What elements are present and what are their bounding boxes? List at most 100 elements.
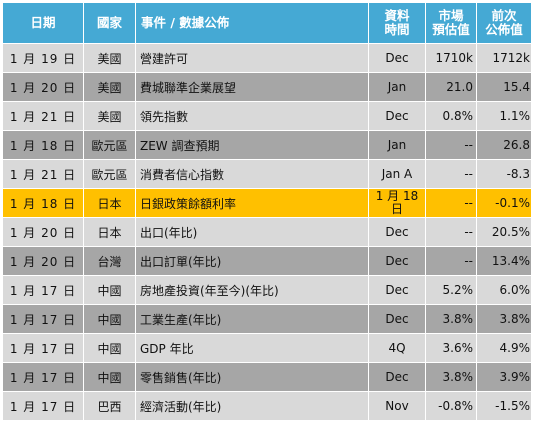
- cell-period: 1 月 18 日: [368, 188, 426, 218]
- cell-period: Dec: [368, 275, 426, 305]
- table-row: 1 月 20 日 日本 出口(年比) Dec -- 20.5%: [2, 217, 532, 247]
- cell-previous: 20.5%: [476, 217, 532, 247]
- cell-country: 美國: [83, 101, 136, 131]
- cell-date: 1 月 20 日: [2, 72, 84, 102]
- cell-previous: 3.9%: [476, 362, 532, 392]
- cell-previous: 1.1%: [476, 101, 532, 131]
- header-previous-line2: 公佈值: [485, 22, 523, 37]
- table-row: 1 月 18 日 歐元區 ZEW 調查預期 Jan -- 26.8: [2, 130, 532, 160]
- cell-country: 日本: [83, 188, 136, 218]
- cell-country: 日本: [83, 217, 136, 247]
- cell-event: GDP 年比: [135, 333, 369, 363]
- economic-calendar-table: 日期 國家 事件 / 數據公佈 資料 時間 市場 預估值 前次 公佈值 1: [2, 2, 532, 421]
- cell-date: 1 月 18 日: [2, 188, 84, 218]
- cell-previous: 15.4: [476, 72, 532, 102]
- header-country: 國家: [83, 2, 136, 44]
- cell-period: Jan: [368, 72, 426, 102]
- cell-previous: 3.8%: [476, 304, 532, 334]
- cell-date: 1 月 17 日: [2, 362, 84, 392]
- cell-estimate: 5.2%: [425, 275, 477, 305]
- header-event: 事件 / 數據公佈: [135, 2, 369, 44]
- cell-country: 歐元區: [83, 159, 136, 189]
- cell-date: 1 月 19 日: [2, 43, 84, 73]
- cell-event: 費城聯準企業展望: [135, 72, 369, 102]
- cell-period: Nov: [368, 391, 426, 421]
- header-period-line1: 資料: [384, 8, 410, 23]
- cell-date: 1 月 20 日: [2, 217, 84, 247]
- table-row: 1 月 20 日 美國 費城聯準企業展望 Jan 21.0 15.4: [2, 72, 532, 102]
- cell-estimate: --: [425, 246, 477, 276]
- cell-event: 經濟活動(年比): [135, 391, 369, 421]
- cell-country: 美國: [83, 43, 136, 73]
- table-row-highlighted: 1 月 18 日 日本 日銀政策餘額利率 1 月 18 日 -- -0.1%: [2, 188, 532, 218]
- table-row: 1 月 21 日 歐元區 消費者信心指數 Jan A -- -8.3: [2, 159, 532, 189]
- cell-previous: 1712k: [476, 43, 532, 73]
- cell-date: 1 月 17 日: [2, 275, 84, 305]
- header-previous: 前次 公佈值: [476, 2, 532, 44]
- cell-previous: -8.3: [476, 159, 532, 189]
- cell-country: 中國: [83, 275, 136, 305]
- cell-period: Dec: [368, 217, 426, 247]
- header-period: 資料 時間: [368, 2, 426, 44]
- cell-estimate: 21.0: [425, 72, 477, 102]
- cell-date: 1 月 17 日: [2, 333, 84, 363]
- cell-event: 營建許可: [135, 43, 369, 73]
- table-header-row: 日期 國家 事件 / 數據公佈 資料 時間 市場 預估值 前次 公佈值: [2, 2, 532, 44]
- cell-previous: 26.8: [476, 130, 532, 160]
- header-estimate-line2: 預估值: [432, 22, 470, 37]
- cell-period: Dec: [368, 304, 426, 334]
- cell-country: 美國: [83, 72, 136, 102]
- table-row: 1 月 17 日 中國 房地產投資(年至今)(年比) Dec 5.2% 6.0%: [2, 275, 532, 305]
- cell-date: 1 月 17 日: [2, 304, 84, 334]
- table-row: 1 月 17 日 中國 工業生產(年比) Dec 3.8% 3.8%: [2, 304, 532, 334]
- cell-event: 零售銷售(年比): [135, 362, 369, 392]
- header-previous-line1: 前次: [491, 8, 517, 23]
- cell-event: 日銀政策餘額利率: [135, 188, 369, 218]
- header-estimate: 市場 預估值: [425, 2, 477, 44]
- cell-event: 出口訂單(年比): [135, 246, 369, 276]
- cell-event: ZEW 調查預期: [135, 130, 369, 160]
- cell-period: Dec: [368, 43, 426, 73]
- cell-event: 出口(年比): [135, 217, 369, 247]
- cell-estimate: -0.8%: [425, 391, 477, 421]
- table-row: 1 月 17 日 中國 零售銷售(年比) Dec 3.8% 3.9%: [2, 362, 532, 392]
- cell-previous: -0.1%: [476, 188, 532, 218]
- cell-estimate: 3.8%: [425, 362, 477, 392]
- cell-event: 消費者信心指數: [135, 159, 369, 189]
- cell-period: Dec: [368, 101, 426, 131]
- cell-estimate: --: [425, 217, 477, 247]
- cell-previous: -1.5%: [476, 391, 532, 421]
- cell-period: Jan A: [368, 159, 426, 189]
- cell-date: 1 月 17 日: [2, 391, 84, 421]
- cell-estimate: 3.6%: [425, 333, 477, 363]
- economic-calendar: 日期 國家 事件 / 數據公佈 資料 時間 市場 預估值 前次 公佈值 1: [2, 2, 532, 421]
- header-period-line2: 時間: [384, 22, 410, 37]
- cell-event: 工業生產(年比): [135, 304, 369, 334]
- cell-estimate: --: [425, 159, 477, 189]
- cell-country: 巴西: [83, 391, 136, 421]
- cell-date: 1 月 18 日: [2, 130, 84, 160]
- cell-country: 中國: [83, 304, 136, 334]
- table-row: 1 月 21 日 美國 領先指數 Dec 0.8% 1.1%: [2, 101, 532, 131]
- cell-date: 1 月 21 日: [2, 159, 84, 189]
- table-row: 1 月 20 日 台灣 出口訂單(年比) Dec -- 13.4%: [2, 246, 532, 276]
- cell-period: Dec: [368, 362, 426, 392]
- cell-estimate: --: [425, 188, 477, 218]
- cell-estimate: 1710k: [425, 43, 477, 73]
- header-date: 日期: [2, 2, 84, 44]
- cell-date: 1 月 20 日: [2, 246, 84, 276]
- header-estimate-line1: 市場: [438, 8, 464, 23]
- cell-estimate: 3.8%: [425, 304, 477, 334]
- cell-previous: 6.0%: [476, 275, 532, 305]
- cell-date: 1 月 21 日: [2, 101, 84, 131]
- table-row: 1 月 17 日 中國 GDP 年比 4Q 3.6% 4.9%: [2, 333, 532, 363]
- cell-country: 中國: [83, 333, 136, 363]
- cell-previous: 13.4%: [476, 246, 532, 276]
- cell-estimate: --: [425, 130, 477, 160]
- cell-period: Jan: [368, 130, 426, 160]
- table-row: 1 月 17 日 巴西 經濟活動(年比) Nov -0.8% -1.5%: [2, 391, 532, 421]
- cell-previous: 4.9%: [476, 333, 532, 363]
- cell-event: 領先指數: [135, 101, 369, 131]
- cell-country: 中國: [83, 362, 136, 392]
- cell-estimate: 0.8%: [425, 101, 477, 131]
